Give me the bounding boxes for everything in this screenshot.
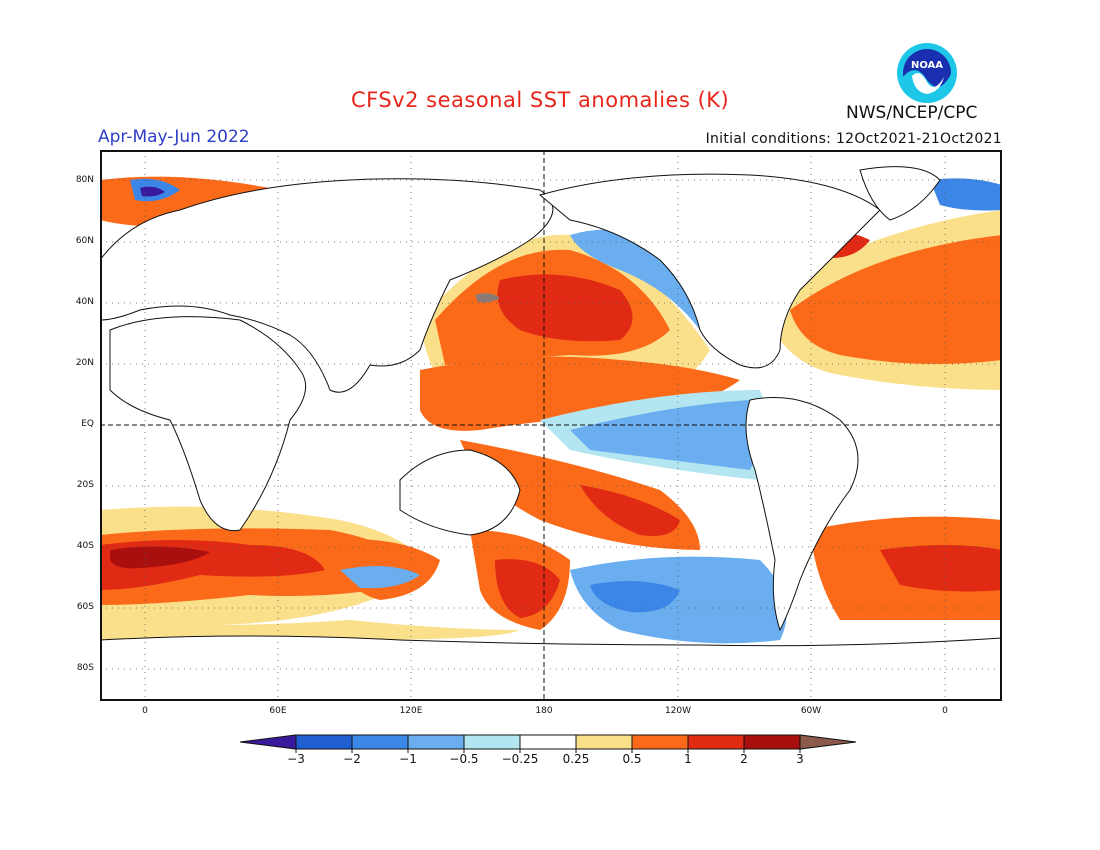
colorbar-segment <box>575 734 633 750</box>
colorbar-segment <box>519 734 577 750</box>
lat-label-60n: 60N <box>75 236 94 246</box>
colorbar-segment <box>407 734 465 750</box>
colorbar <box>239 734 857 753</box>
agency-label: NWS/NCEP/CPC <box>846 103 978 123</box>
anomaly-equatorial-cool <box>570 400 758 470</box>
anomaly-north-pacific-grey <box>475 293 500 303</box>
colorbar-segment <box>631 734 689 750</box>
lon-label-60w: 60W <box>800 706 822 716</box>
continent-south-america <box>745 397 859 632</box>
lat-label-80n: 80N <box>75 175 94 185</box>
colorbar-label: −0.25 <box>501 752 539 766</box>
colorbar-label: −0.5 <box>449 752 479 766</box>
anomaly-greenland-sea-cool <box>930 178 1002 211</box>
colorbar-label: −1 <box>399 752 417 766</box>
continent-eurasia <box>100 178 554 393</box>
continent-antarctica <box>100 635 1002 701</box>
anomaly-sw-pacific-red <box>495 559 560 618</box>
anomaly-southern-ocean-darkred <box>110 546 210 569</box>
lat-label-40n: 40N <box>75 297 94 307</box>
lat-label-20s: 20S <box>76 480 94 490</box>
reference-lines <box>100 150 1002 701</box>
anomaly-north-pacific-red <box>497 274 633 342</box>
noaa-logo: NOAA <box>897 43 957 103</box>
anomaly-south-atlantic-red <box>880 545 1002 592</box>
colorbar-label: −3 <box>287 752 305 766</box>
anomaly-tropical-pacific-orange <box>420 356 740 431</box>
lon-label-180: 180 <box>535 706 553 716</box>
anomaly-north-atlantic-orange <box>790 235 1002 364</box>
anomaly-field <box>100 176 1002 644</box>
colorbar-segment <box>295 734 353 750</box>
lat-label-20n: 20N <box>75 358 94 368</box>
lon-label-120e: 120E <box>399 706 423 716</box>
colorbar-arrow-high <box>799 734 857 750</box>
lon-label-0-east: 0 <box>942 706 948 716</box>
colorbar-label: 1 <box>684 752 692 766</box>
logo-text: NOAA <box>911 60 943 71</box>
colorbar-label: 0.25 <box>562 752 590 766</box>
sst-anomaly-map <box>100 150 1002 701</box>
colorbar-label: 2 <box>740 752 748 766</box>
colorbar-label: −2 <box>343 752 361 766</box>
continents <box>100 166 1002 701</box>
lat-label-40s: 40S <box>76 541 94 551</box>
colorbar-label: 3 <box>796 752 804 766</box>
anomaly-south-pacific-red <box>580 485 680 536</box>
lon-label-60e: 60E <box>269 706 287 716</box>
colorbar-label: 0.5 <box>622 752 642 766</box>
season-label: Apr-May-Jun 2022 <box>98 127 250 147</box>
lon-label-120w: 120W <box>664 706 692 716</box>
colorbar-segment <box>463 734 521 750</box>
graticule <box>100 150 1002 701</box>
colorbar-segment <box>743 734 801 750</box>
map-title: CFSv2 seasonal SST anomalies (K) <box>351 88 730 112</box>
anomaly-indian-ocean-cool <box>340 566 420 589</box>
continent-north-america <box>538 173 881 369</box>
lat-label-80s: 80S <box>76 663 94 673</box>
lon-label-0-west: 0 <box>142 706 148 716</box>
anomaly-se-pacific-blue <box>590 581 680 613</box>
lat-label-60s: 60S <box>76 602 94 612</box>
colorbar-arrow-low <box>239 734 297 750</box>
anomaly-antarctic-yellow <box>100 620 520 641</box>
initial-conditions-label: Initial conditions: 12Oct2021-21Oct2021 <box>705 131 1002 147</box>
lat-label-eq: EQ <box>81 419 94 429</box>
colorbar-segment <box>687 734 745 750</box>
colorbar-segment <box>351 734 409 750</box>
continent-australia <box>399 449 521 536</box>
anomaly-nordic-seas-deep-blue <box>140 186 165 197</box>
